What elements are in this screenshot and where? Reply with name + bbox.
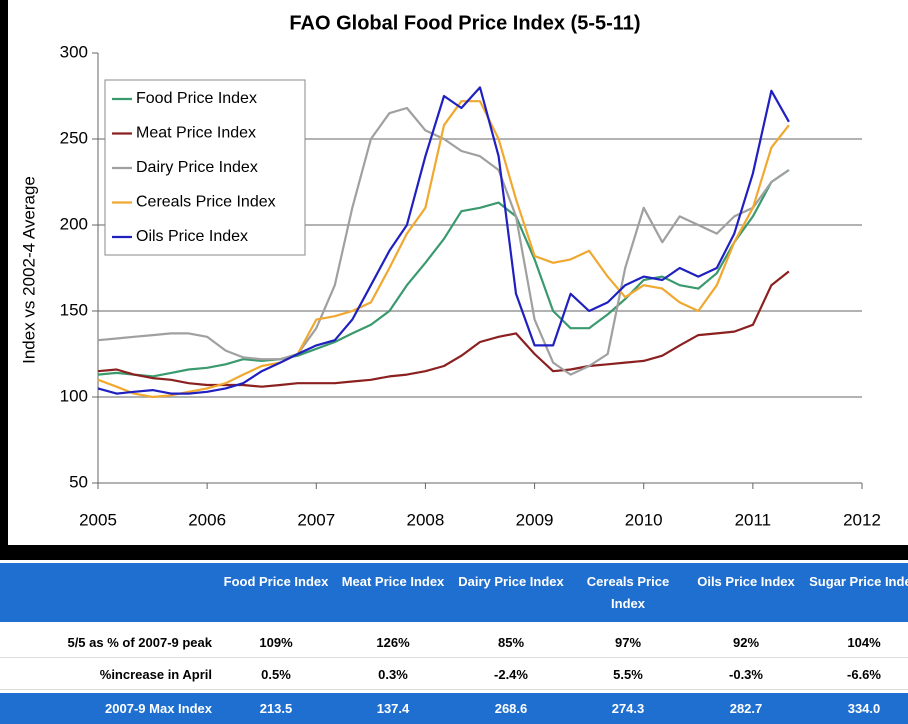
table: Food Price Index Meat Price Index Dairy Pr… bbox=[0, 560, 908, 724]
y-axis-label: Index vs 2002-4 Average bbox=[19, 176, 38, 364]
table-cell: -2.4% bbox=[494, 666, 528, 682]
table-cell: 282.7 bbox=[729, 701, 763, 716]
table-row: %increase in April 0.5% 0.3% -2.4% 5.5% -0.3%… bbox=[0, 659, 908, 690]
column-header: Oils Price Index bbox=[697, 574, 795, 589]
row-label: %increase in April bbox=[99, 666, 212, 682]
series-line bbox=[97, 86, 790, 395]
y-tick-label: 250 bbox=[60, 128, 88, 147]
x-tick-label: 2010 bbox=[625, 510, 663, 529]
legend: Food Price Index Meat Price Index Dairy Pr… bbox=[104, 79, 306, 256]
column-header: Sugar Price Index bbox=[809, 574, 908, 589]
chart: FAO Global Food Price Index (5-5-11) Ind… bbox=[8, 0, 908, 545]
legend-label: Food Price Index bbox=[136, 90, 257, 107]
table-cell: 92% bbox=[732, 634, 760, 650]
table-cell: 97% bbox=[614, 634, 642, 650]
table-row: 2007-9 Max Index 213.5 137.4 268.6 274.3 282.… bbox=[0, 693, 908, 724]
column-header: Cereals Price Index bbox=[586, 574, 670, 611]
table-cell: 137.4 bbox=[376, 701, 410, 716]
x-tick-label: 2009 bbox=[516, 510, 554, 529]
chart-title: FAO Global Food Price Index (5-5-11) bbox=[289, 12, 640, 34]
x-tick-label: 2005 bbox=[79, 510, 117, 529]
y-tick-label: 150 bbox=[60, 300, 88, 319]
legend-label: Meat Price Index bbox=[136, 125, 256, 142]
table-cell: 104% bbox=[847, 634, 881, 650]
row-label: 2007-9 Max Index bbox=[105, 701, 212, 716]
legend-box bbox=[104, 79, 306, 256]
table-cell: 126% bbox=[376, 634, 410, 650]
column-header: Dairy Price Index bbox=[458, 574, 564, 589]
legend-label: Cereals Price Index bbox=[136, 194, 276, 211]
x-tick-label: 2007 bbox=[297, 510, 335, 529]
y-tick-label: 100 bbox=[60, 386, 88, 405]
legend-label: Oils Price Index bbox=[136, 228, 248, 245]
table-cell: -6.6% bbox=[847, 666, 881, 682]
legend-label: Dairy Price Index bbox=[136, 159, 258, 176]
x-tick-label: 2012 bbox=[843, 510, 881, 529]
table-cell: 5.5% bbox=[613, 666, 643, 682]
table-cell: 268.6 bbox=[494, 701, 528, 716]
table-cell: 0.3% bbox=[378, 666, 408, 682]
column-header: Food Price Index bbox=[223, 574, 329, 589]
table-cell: 213.5 bbox=[259, 701, 293, 716]
series-line bbox=[97, 270, 790, 388]
y-tick-label: 50 bbox=[69, 472, 88, 491]
column-header: Meat Price Index bbox=[341, 574, 445, 589]
y-tick-label: 200 bbox=[60, 214, 88, 233]
table-cell: 109% bbox=[259, 634, 293, 650]
x-tick-label: 2011 bbox=[735, 510, 772, 529]
row-label: 5/5 as % of 2007-9 peak bbox=[67, 634, 212, 650]
table-row: 5/5 as % of 2007-9 peak 109% 126% 85% 97% 92%… bbox=[0, 627, 908, 658]
series-line bbox=[97, 169, 790, 378]
table-cell: -0.3% bbox=[729, 666, 763, 682]
table-cell: 334.0 bbox=[847, 701, 881, 716]
table-header: Food Price Index Meat Price Index Dairy Pr… bbox=[0, 563, 908, 622]
x-tick-label: 2008 bbox=[407, 510, 445, 529]
table-cell: 274.3 bbox=[611, 701, 645, 716]
table-cell: 0.5% bbox=[261, 666, 291, 682]
series-line bbox=[97, 100, 790, 399]
series-line bbox=[97, 106, 790, 376]
table-cell: 85% bbox=[497, 634, 525, 650]
x-tick-label: 2006 bbox=[188, 510, 226, 529]
y-tick-label: 300 bbox=[60, 42, 88, 61]
